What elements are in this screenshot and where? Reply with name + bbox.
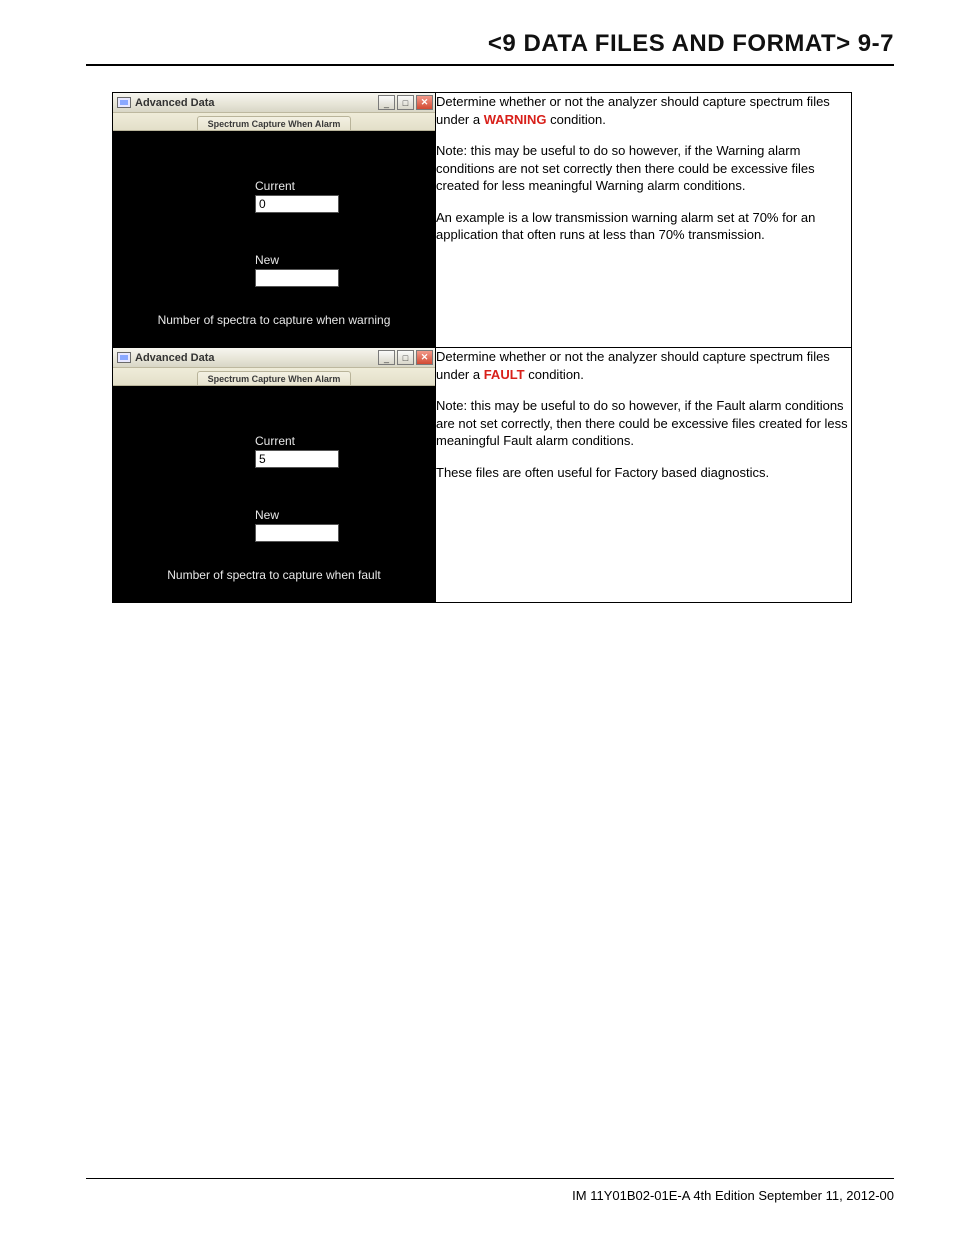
current-label: Current (255, 179, 295, 193)
tab-spectrum-capture[interactable]: Spectrum Capture When Alarm (197, 371, 352, 385)
current-field[interactable]: 0 (255, 195, 339, 213)
table-row: Advanced Data _ □ ✕ Spectrum Capture Whe… (113, 93, 852, 348)
new-label: New (255, 508, 279, 522)
description-cell: Determine whether or not the analyzer sh… (436, 348, 852, 603)
window-caption: Number of spectra to capture when fault (113, 568, 435, 582)
new-label: New (255, 253, 279, 267)
minimize-icon[interactable]: _ (378, 95, 395, 110)
new-field[interactable] (255, 524, 339, 542)
app-icon (117, 97, 131, 108)
window-advanced-data: Advanced Data _ □ ✕ Spectrum Capture Whe… (113, 93, 435, 347)
table-row: Advanced Data _ □ ✕ Spectrum Capture Whe… (113, 348, 852, 603)
desc-paragraph: Note: this may be useful to do so howeve… (436, 142, 851, 195)
desc-paragraph: Determine whether or not the analyzer sh… (436, 348, 851, 383)
desc-paragraph: Determine whether or not the analyzer sh… (436, 93, 851, 128)
tab-spectrum-capture[interactable]: Spectrum Capture When Alarm (197, 116, 352, 130)
app-icon (117, 352, 131, 363)
window-title: Advanced Data (135, 97, 378, 109)
current-label: Current (255, 434, 295, 448)
page-title: <9 DATA FILES AND FORMAT> 9-7 (488, 30, 894, 57)
desc-paragraph: An example is a low transmission warning… (436, 209, 851, 244)
minimize-icon[interactable]: _ (378, 350, 395, 365)
desc-paragraph: Note: this may be useful to do so howeve… (436, 397, 851, 450)
window-advanced-data: Advanced Data _ □ ✕ Spectrum Capture Whe… (113, 348, 435, 602)
screenshot-cell: Advanced Data _ □ ✕ Spectrum Capture Whe… (113, 348, 436, 603)
footer-text: IM 11Y01B02-01E-A 4th Edition September … (572, 1188, 894, 1203)
window-tabbar: Spectrum Capture When Alarm (113, 113, 435, 131)
current-field[interactable]: 5 (255, 450, 339, 468)
window-titlebar: Advanced Data _ □ ✕ (113, 348, 435, 368)
new-field[interactable] (255, 269, 339, 287)
close-icon[interactable]: ✕ (416, 95, 433, 110)
description-cell: Determine whether or not the analyzer sh… (436, 93, 852, 348)
window-caption: Number of spectra to capture when warnin… (113, 313, 435, 327)
maximize-icon[interactable]: □ (397, 95, 414, 110)
content-table: Advanced Data _ □ ✕ Spectrum Capture Whe… (112, 92, 852, 603)
keyword-warning: WARNING (484, 112, 547, 127)
window-title: Advanced Data (135, 352, 378, 364)
screenshot-cell: Advanced Data _ □ ✕ Spectrum Capture Whe… (113, 93, 436, 348)
desc-paragraph: These files are often useful for Factory… (436, 464, 851, 482)
footer-rule (86, 1178, 894, 1179)
window-tabbar: Spectrum Capture When Alarm (113, 368, 435, 386)
window-titlebar: Advanced Data _ □ ✕ (113, 93, 435, 113)
page-header: <9 DATA FILES AND FORMAT> 9-7 (86, 30, 894, 66)
maximize-icon[interactable]: □ (397, 350, 414, 365)
keyword-fault: FAULT (484, 367, 525, 382)
close-icon[interactable]: ✕ (416, 350, 433, 365)
